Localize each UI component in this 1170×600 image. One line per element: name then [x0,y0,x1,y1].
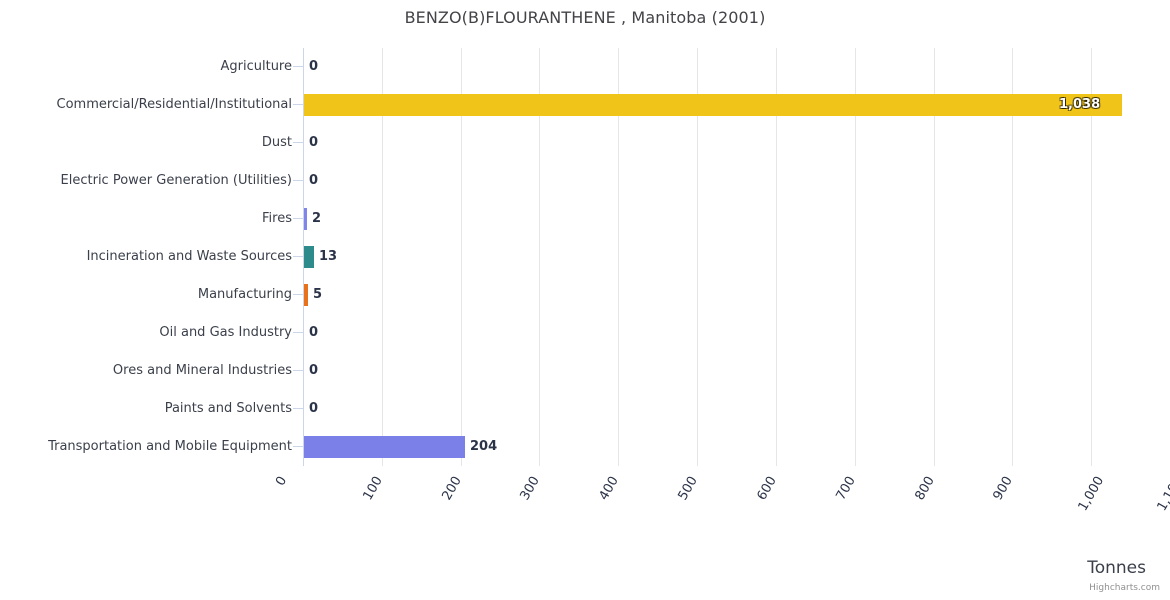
bar-row: Manufacturing 5 [0,276,1170,314]
category-tick-0 [293,66,303,67]
category-tick-1 [293,104,303,105]
x-tick-label-900: 900 [990,474,1016,504]
gridline-900 [1012,48,1013,466]
category-label-6[interactable]: Manufacturing [197,287,292,302]
bar-row: Incineration and Waste Sources 13 [0,238,1170,276]
gridline-600 [776,48,777,466]
gridline-400 [618,48,619,466]
x-tick-label-600: 600 [754,474,780,504]
category-label-0[interactable]: Agriculture [220,59,293,74]
x-tick-label-400: 400 [596,474,622,504]
gridline-700 [855,48,856,466]
bar-value-label-0: 0 [309,59,319,74]
bar-value-label-8: 0 [309,363,319,378]
category-tick-10 [293,446,303,447]
gridline-800 [934,48,935,466]
category-tick-3 [293,180,303,181]
x-tick-label-500: 500 [675,474,701,504]
bar-value-label-6: 5 [313,287,323,302]
bar-10[interactable] [304,436,465,458]
x-tick-label-100: 100 [360,474,386,504]
bar-row: Transportation and Mobile Equipment 204 [0,428,1170,466]
gridline-300 [539,48,540,466]
bar-row: Commercial/Residential/Institutional 1,03… [0,86,1170,124]
bar-row: Fires 2 [0,200,1170,238]
category-label-4[interactable]: Fires [262,211,292,226]
bar-row: Ores and Mineral Industries 0 [0,352,1170,390]
bar-row: Dust 0 [0,124,1170,162]
bar-6[interactable] [304,284,308,306]
bar-value-label-3: 0 [309,173,319,188]
bar-4[interactable] [304,208,307,230]
category-label-5[interactable]: Incineration and Waste Sources [86,249,292,264]
category-tick-2 [293,142,303,143]
y-axis-line [303,48,304,466]
bar-value-label-10: 204 [470,439,498,454]
gridline-200 [461,48,462,466]
bar-value-label-9: 0 [309,401,319,416]
category-tick-9 [293,408,303,409]
category-tick-5 [293,256,303,257]
bar-value-label-4: 2 [312,211,322,226]
x-axis-title: Tonnes [1087,558,1146,578]
x-tick-label-200: 200 [439,474,465,504]
category-tick-4 [293,218,303,219]
bar-row: Agriculture 0 [0,48,1170,86]
highcharts-credit: Highcharts.com [1089,583,1160,593]
chart-title: BENZO(B)FLOURANTHENE , Manitoba (2001) [404,8,766,27]
bar-row: Paints and Solvents 0 [0,390,1170,428]
x-tick-label-300: 300 [517,474,543,504]
bar-row: Oil and Gas Industry 0 [0,314,1170,352]
bar-value-label-7: 0 [309,325,319,340]
category-label-8[interactable]: Ores and Mineral Industries [112,363,292,378]
x-tick-label-1100: 1,100 [1154,474,1170,514]
x-tick-label-800: 800 [912,474,938,504]
category-label-10[interactable]: Transportation and Mobile Equipment [48,439,292,454]
bar-row: Electric Power Generation (Utilities) 0 [0,162,1170,200]
category-label-2[interactable]: Dust [261,135,292,150]
gridline-500 [697,48,698,466]
bar-value-label-5: 13 [319,249,338,264]
category-label-9[interactable]: Paints and Solvents [164,401,292,416]
category-label-3[interactable]: Electric Power Generation (Utilities) [60,173,292,188]
category-tick-6 [293,294,303,295]
x-tick-label-0: 0 [273,474,291,489]
x-tick-label-700: 700 [833,474,859,504]
bar-value-label-1: 1,038 [1059,97,1101,112]
x-tick-label-1000: 1,000 [1075,474,1108,514]
gridline-1000 [1091,48,1092,466]
gridline-100 [382,48,383,466]
category-label-1[interactable]: Commercial/Residential/Institutional [56,97,293,112]
bar-5[interactable] [304,246,314,268]
category-tick-7 [293,332,303,333]
bar-1[interactable] [304,94,1122,116]
category-tick-8 [293,370,303,371]
category-label-7[interactable]: Oil and Gas Industry [159,325,292,340]
bar-value-label-2: 0 [309,135,319,150]
